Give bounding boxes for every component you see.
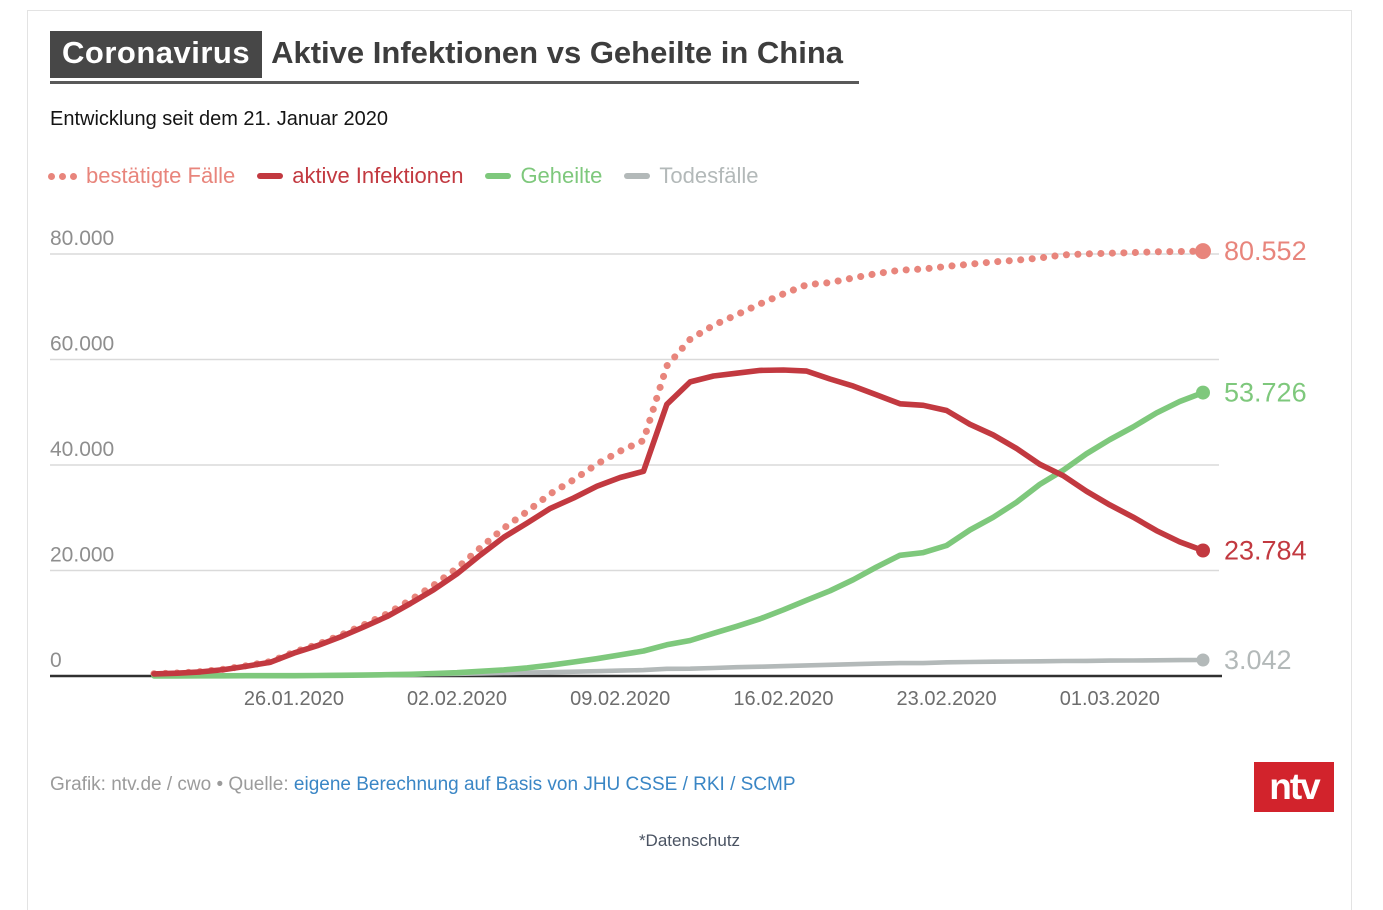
privacy-link[interactable]: *Datenschutz: [638, 831, 741, 850]
series-line-bestaetigte-faelle: [150, 247, 1207, 678]
solid-line-icon: [624, 173, 651, 179]
legend-item-todesfaelle: Todesfälle: [624, 163, 758, 189]
chart-widget-frame: Coronavirus Aktive Infektionen vs Geheilt…: [27, 10, 1352, 910]
kicker-badge: Coronavirus: [50, 31, 263, 78]
credit-line: Grafik: ntv.de / cwo • Quelle: eigene Be…: [50, 774, 796, 796]
subtitle: Entwicklung seit dem 21. Januar 2020: [50, 108, 388, 130]
y-axis-label: 20.000: [50, 544, 114, 567]
legend-item-bestaetigte-faelle: bestätigte Fälle: [48, 163, 235, 189]
x-axis-label: 23.02.2020: [897, 688, 997, 710]
end-value-label-bestaetigte-faelle: 80.552: [1224, 236, 1307, 266]
chart-canvas: 0 20.000 40.000 60.000 80.000 26.01.2020 02.02…: [50, 227, 1307, 710]
y-axis-label: 80.000: [50, 227, 114, 250]
legend-label: Geheilte: [520, 163, 603, 188]
y-axis-label: 60.000: [50, 333, 114, 356]
x-axis-label: 01.03.2020: [1060, 688, 1160, 710]
source-link[interactable]: eigene Berechnung auf Basis von JHU CSSE…: [293, 774, 796, 795]
solid-line-icon: [257, 173, 284, 179]
x-axis-label: 16.02.2020: [733, 688, 833, 710]
page-title: Aktive Infektionen vs Geheilte in China: [271, 35, 844, 70]
privacy-line: *Datenschutz: [28, 831, 1351, 851]
x-axis-label: 26.01.2020: [244, 688, 344, 710]
x-axis-label: 09.02.2020: [570, 688, 670, 710]
series-end-dot-todesfaelle: [1196, 653, 1210, 667]
legend: bestätigte Fälle aktive Infektionen Gehe…: [48, 163, 758, 189]
legend-item-geheilte: Geheilte: [485, 163, 602, 189]
series-line-aktive-infektionen: [151, 367, 1206, 677]
credit-text: Grafik: ntv.de / cwo • Quelle:: [50, 774, 294, 795]
x-axis-label: 02.02.2020: [407, 688, 507, 710]
series-end-dot-geheilte: [1196, 385, 1210, 400]
header: Coronavirus Aktive Infektionen vs Geheilt…: [50, 31, 860, 84]
series-end-dot-bestaetigte-faelle: [1195, 243, 1211, 260]
title-underline: Coronavirus Aktive Infektionen vs Geheilt…: [50, 31, 860, 84]
end-value-label-todesfaelle: 3.042: [1224, 645, 1292, 675]
dotted-line-icon: [48, 172, 77, 180]
y-axis-label: 40.000: [50, 438, 114, 461]
ntv-logo[interactable]: ntv: [1254, 762, 1334, 812]
legend-label: bestätigte Fälle: [86, 163, 236, 188]
series-line-geheilte: [151, 389, 1206, 679]
legend-item-aktive-infektionen: aktive Infektionen: [257, 163, 463, 189]
end-value-label-geheilte: 53.726: [1224, 378, 1307, 408]
legend-label: Todesfälle: [659, 163, 759, 188]
legend-label: aktive Infektionen: [292, 163, 464, 188]
solid-line-icon: [485, 173, 512, 179]
series-end-dot-aktive-infektionen: [1196, 543, 1210, 558]
y-axis-label: 0: [50, 649, 62, 672]
end-value-label-aktive-infektionen: 23.784: [1224, 536, 1307, 566]
